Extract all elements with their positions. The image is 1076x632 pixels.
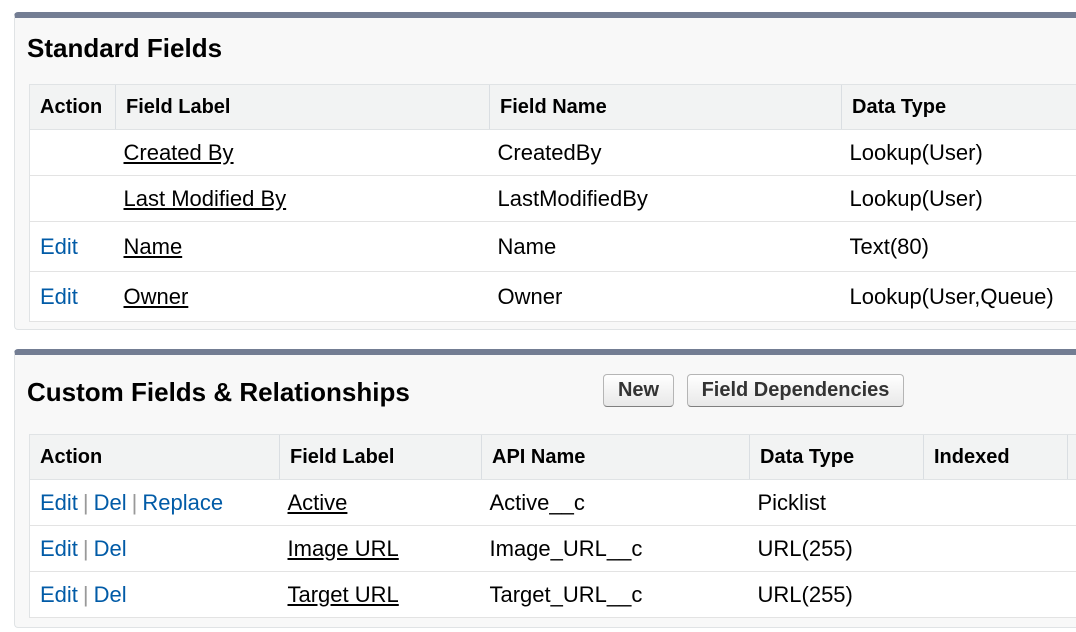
field-name-cell: CreatedBy (489, 129, 842, 176)
data-type-cell: Lookup(User) (841, 129, 1076, 176)
standard-fields-title: Standard Fields (27, 33, 223, 63)
api-name-cell: Image_URL__c (481, 525, 750, 572)
table-row: Last Modified By LastModifiedBy Lookup(U… (29, 175, 1076, 222)
field-label-cell: Created By (115, 129, 490, 176)
field-label-cell: Name (115, 221, 490, 272)
table-row: Edit | Del Image URL Image_URL__c URL(255) (29, 525, 1076, 572)
data-type-cell: URL(255) (749, 571, 924, 618)
edit-link[interactable]: Edit (40, 489, 78, 515)
table-header-row: Action Field Label Field Name Data Type (29, 84, 1076, 130)
data-type-cell: URL(255) (749, 525, 924, 572)
replace-link[interactable]: Replace (142, 489, 224, 515)
field-label-link[interactable]: Name (123, 233, 183, 259)
column-header-api-name: API Name (481, 434, 750, 480)
indexed-cell (923, 525, 1068, 572)
column-header-field-label: Field Label (115, 84, 490, 130)
custom-fields-panel: Custom Fields & Relationships New Field … (14, 349, 1076, 628)
field-label-link[interactable]: Target URL (287, 581, 399, 607)
action-cell: Edit | Del (29, 571, 280, 618)
separator: | (82, 535, 89, 561)
del-link[interactable]: Del (93, 489, 127, 515)
field-label-cell: Active (279, 479, 482, 526)
custom-fields-title: Custom Fields & Relationships (27, 377, 410, 407)
column-header-data-type: Data Type (749, 434, 924, 480)
data-type-cell: Text(80) (841, 221, 1076, 272)
table-row: Edit Owner Owner Lookup(User,Queue) (29, 271, 1076, 322)
table-row: Edit | Del | Replace Active Active__c Pickli… (29, 479, 1076, 526)
field-label-link[interactable]: Created By (123, 139, 234, 165)
standard-fields-table: Action Field Label Field Name Data Type … (29, 84, 1076, 322)
field-label-cell: Last Modified By (115, 175, 490, 222)
field-name-cell: Owner (489, 271, 842, 322)
data-type-cell: Lookup(User) (841, 175, 1076, 222)
del-link[interactable]: Del (93, 581, 127, 607)
table-row: Edit | Del Target URL Target_URL__c URL(25… (29, 571, 1076, 618)
extra-cell (1067, 525, 1076, 572)
action-cell: Edit | Del (29, 525, 280, 572)
standard-fields-panel: Standard Fields Action Field Label Field… (14, 12, 1076, 330)
table-header-row: Action Field Label API Name Data Type In… (29, 434, 1076, 480)
table-row: Edit Name Name Text(80) (29, 221, 1076, 272)
field-label-link[interactable]: Owner (123, 283, 189, 309)
field-label-link[interactable]: Last Modified By (123, 185, 287, 211)
indexed-cell (923, 479, 1068, 526)
column-header-action: Action (29, 434, 280, 480)
indexed-cell (923, 571, 1068, 618)
field-label-link[interactable]: Image URL (287, 535, 399, 561)
separator: | (82, 489, 89, 515)
field-label-cell: Owner (115, 271, 490, 322)
edit-link[interactable]: Edit (40, 581, 78, 607)
action-cell (29, 175, 116, 222)
action-cell: Edit | Del | Replace (29, 479, 280, 526)
field-label-cell: Target URL (279, 571, 482, 618)
column-header-field-name: Field Name (489, 84, 842, 130)
action-cell: Edit (29, 271, 116, 322)
custom-fields-table: Action Field Label API Name Data Type In… (29, 434, 1076, 618)
field-name-cell: LastModifiedBy (489, 175, 842, 222)
column-header-indexed: Indexed (923, 434, 1068, 480)
action-cell (29, 129, 116, 176)
api-name-cell: Active__c (481, 479, 750, 526)
del-link[interactable]: Del (93, 535, 127, 561)
data-type-cell: Picklist (749, 479, 924, 526)
field-label-link[interactable]: Active (287, 489, 348, 515)
edit-link[interactable]: Edit (40, 233, 78, 259)
column-header-action: Action (29, 84, 116, 130)
edit-link[interactable]: Edit (40, 535, 78, 561)
data-type-cell: Lookup(User,Queue) (841, 271, 1076, 322)
action-cell: Edit (29, 221, 116, 272)
separator: | (131, 489, 138, 515)
separator: | (82, 581, 89, 607)
api-name-cell: Target_URL__c (481, 571, 750, 618)
field-name-cell: Name (489, 221, 842, 272)
column-header-extra (1067, 434, 1076, 480)
edit-link[interactable]: Edit (40, 283, 78, 309)
field-label-cell: Image URL (279, 525, 482, 572)
field-dependencies-button[interactable]: Field Dependencies (687, 374, 904, 407)
column-header-data-type: Data Type (841, 84, 1076, 130)
table-row: Created By CreatedBy Lookup(User) (29, 129, 1076, 176)
extra-cell (1067, 479, 1076, 526)
new-button[interactable]: New (603, 374, 674, 407)
column-header-field-label: Field Label (279, 434, 482, 480)
extra-cell (1067, 571, 1076, 618)
